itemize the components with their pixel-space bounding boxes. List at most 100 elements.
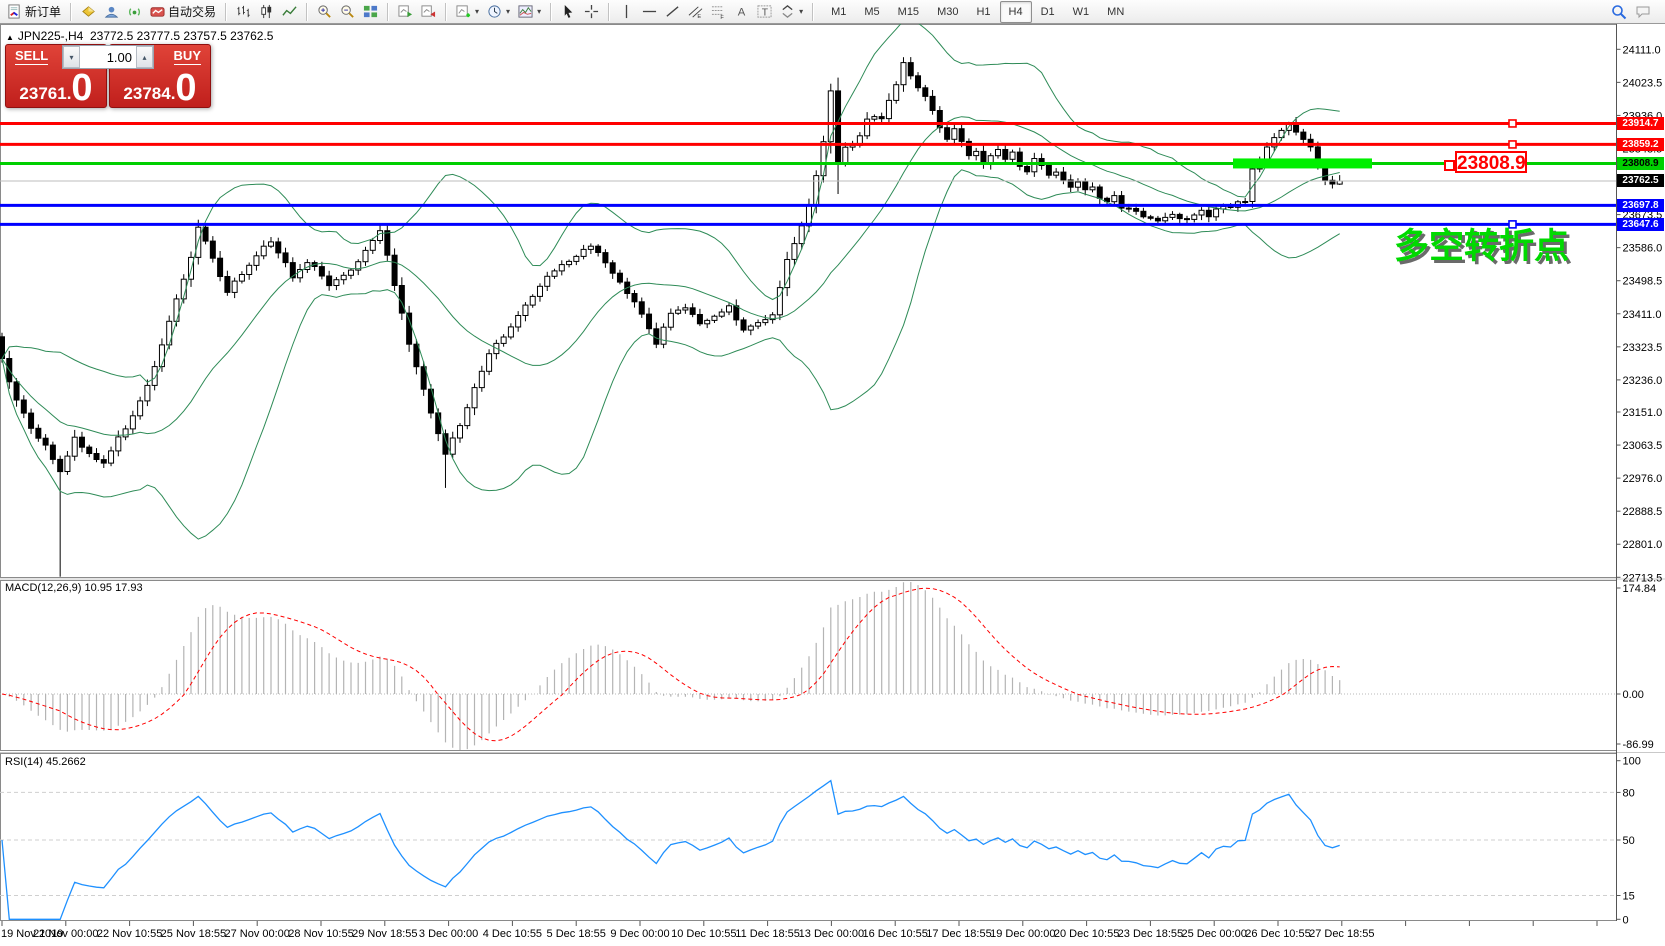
toolbar-separator xyxy=(608,2,611,21)
rsi-indicator-label: RSI(14) 45.2662 xyxy=(5,756,86,768)
svg-text:0: 0 xyxy=(1623,914,1629,926)
arrows-button[interactable]: ▾ xyxy=(776,1,807,23)
price-callout-anchor[interactable] xyxy=(1444,160,1455,171)
new-chart-button[interactable]: ▾ xyxy=(452,1,483,23)
down-arrow-icon: ▾ xyxy=(69,52,74,62)
price-callout-box[interactable]: 23808.9 xyxy=(1455,151,1527,174)
toolbar-separator xyxy=(387,2,390,21)
bollinger-middle xyxy=(1,116,1340,436)
toolbar-group-7: E F A T ▾ xyxy=(612,1,810,23)
vertical-line-button[interactable] xyxy=(615,1,638,23)
symbol-period-label: JPN225-,H4 xyxy=(17,29,84,43)
new-order-button[interactable]: 新订单 xyxy=(3,1,65,23)
candle-chart-button[interactable] xyxy=(255,1,278,23)
macd-axis[interactable]: 174.84 0.00 -86.99 xyxy=(1616,583,1657,751)
ohlc-readout: 23772.5 23777.5 23757.5 23762.5 xyxy=(89,29,274,43)
toolbar-group-3 xyxy=(310,1,385,23)
timeframe-m30[interactable]: M30 xyxy=(937,5,959,18)
svg-text:20 Dec 10:55: 20 Dec 10:55 xyxy=(1054,928,1119,940)
svg-text:16 Dec 10:55: 16 Dec 10:55 xyxy=(862,928,927,940)
svg-text:100: 100 xyxy=(1623,756,1641,768)
trendline-button[interactable] xyxy=(661,1,684,23)
new-order-button-label: 新订单 xyxy=(25,5,62,19)
search-button[interactable] xyxy=(1607,1,1631,23)
toolbar-group-5: ▾ ▾ ▾ xyxy=(449,1,548,23)
autotrading-button[interactable]: 自动交易 xyxy=(146,1,220,23)
svg-text:25 Nov 18:55: 25 Nov 18:55 xyxy=(161,928,226,940)
chart-shift-button[interactable] xyxy=(417,1,440,23)
svg-text:27 Dec 18:55: 27 Dec 18:55 xyxy=(1309,928,1374,940)
cursor-button[interactable] xyxy=(557,1,580,23)
volume-increase-button[interactable]: ▴ xyxy=(136,46,153,68)
svg-text:23063.5: 23063.5 xyxy=(1623,440,1663,452)
zoom-in-button[interactable] xyxy=(313,1,336,23)
svg-text:23411.0: 23411.0 xyxy=(1623,309,1662,321)
text-button[interactable]: A xyxy=(730,1,753,23)
svg-text:0.00: 0.00 xyxy=(1623,689,1644,701)
svg-text:4 Dec 10:55: 4 Dec 10:55 xyxy=(483,928,542,940)
svg-text:3 Dec 00:00: 3 Dec 00:00 xyxy=(419,928,478,940)
gold-icon-button[interactable] xyxy=(77,1,100,23)
chevron-down-icon: ▾ xyxy=(475,7,480,16)
crosshair-button[interactable] xyxy=(580,1,603,23)
toolbar-separator xyxy=(812,2,815,21)
svg-text:22801.0: 22801.0 xyxy=(1623,539,1663,551)
line-chart-button[interactable] xyxy=(278,1,301,23)
timeframe-m5[interactable]: M5 xyxy=(864,5,880,18)
svg-text:-86.99: -86.99 xyxy=(1623,739,1654,751)
svg-text:T: T xyxy=(762,7,769,18)
signals-icon xyxy=(127,4,142,19)
fibonacci-button[interactable]: F xyxy=(707,1,730,23)
macd-indicator-label: MACD(12,26,9) 10.95 17.93 xyxy=(5,582,143,594)
bar-chart-button[interactable] xyxy=(232,1,255,23)
text-label-button[interactable]: T xyxy=(753,1,776,23)
svg-text:25 Dec 00:00: 25 Dec 00:00 xyxy=(1181,928,1246,940)
signals-button[interactable] xyxy=(123,1,146,23)
auto-scroll-button[interactable] xyxy=(394,1,417,23)
rsi-axis[interactable]: 100 80 50 15 0 xyxy=(1616,756,1641,927)
tile-windows-button[interactable] xyxy=(359,1,382,23)
channel-button[interactable]: E xyxy=(684,1,707,23)
collapse-panel-icon[interactable]: ▲ xyxy=(6,33,14,42)
timeframe-d1[interactable]: D1 xyxy=(1040,5,1055,18)
community-button[interactable] xyxy=(100,1,123,23)
svg-text:23236.0: 23236.0 xyxy=(1623,375,1663,387)
main-toolbar: 新订单 自动交易 ▾ ▾ ▾ E F A T ▾ M1 M5 M15 M30 H1 H4 D1 W1 MN xyxy=(0,0,1665,24)
chat-button[interactable] xyxy=(1631,1,1655,23)
tile-icon xyxy=(363,4,378,19)
horizontal-line-button[interactable] xyxy=(638,1,661,23)
timeframe-mn[interactable]: MN xyxy=(1107,5,1125,18)
svg-text:23498.5: 23498.5 xyxy=(1623,276,1663,288)
zoom-out-button[interactable] xyxy=(336,1,359,23)
toolbar-separator xyxy=(306,2,309,21)
toolbar-group-4 xyxy=(391,1,443,23)
chevron-down-icon: ▾ xyxy=(506,7,511,16)
timeframe-h1[interactable]: H1 xyxy=(976,5,991,18)
autotrading-icon xyxy=(150,4,165,19)
timeframe-m15[interactable]: M15 xyxy=(897,5,920,18)
timeframe-m1[interactable]: M1 xyxy=(831,5,847,18)
toolbar-separator xyxy=(225,2,228,21)
cursor-icon xyxy=(561,4,576,19)
search-icon xyxy=(1611,4,1627,20)
svg-text:29 Nov 18:55: 29 Nov 18:55 xyxy=(352,928,417,940)
buy-label: BUY xyxy=(173,48,201,65)
volume-input[interactable] xyxy=(80,46,136,68)
up-arrow-icon: ▴ xyxy=(142,52,147,62)
highlight-zone-rect[interactable] xyxy=(1233,158,1372,169)
timeframe-h4[interactable]: H4 xyxy=(999,0,1032,23)
horizontal-level-lines[interactable] xyxy=(0,119,1616,229)
period-dropdown-button[interactable]: ▾ xyxy=(483,1,514,23)
volume-decrease-button[interactable]: ▾ xyxy=(63,46,80,68)
toolbar-group-1: 自动交易 xyxy=(74,1,223,23)
panel-frames xyxy=(0,24,1665,921)
one-click-trading-panel: SELL 23761.0 BUY 23784.0 ▾ ▴ xyxy=(5,44,211,108)
template-dropdown-button[interactable]: ▾ xyxy=(514,1,545,23)
turning-point-annotation[interactable]: 多空转折点 xyxy=(1394,227,1570,266)
chart-shift-icon xyxy=(421,4,436,19)
toolbar-group-2 xyxy=(229,1,304,23)
timeframe-w1[interactable]: W1 xyxy=(1072,5,1090,18)
svg-text:19 Dec 00:00: 19 Dec 00:00 xyxy=(990,928,1055,940)
